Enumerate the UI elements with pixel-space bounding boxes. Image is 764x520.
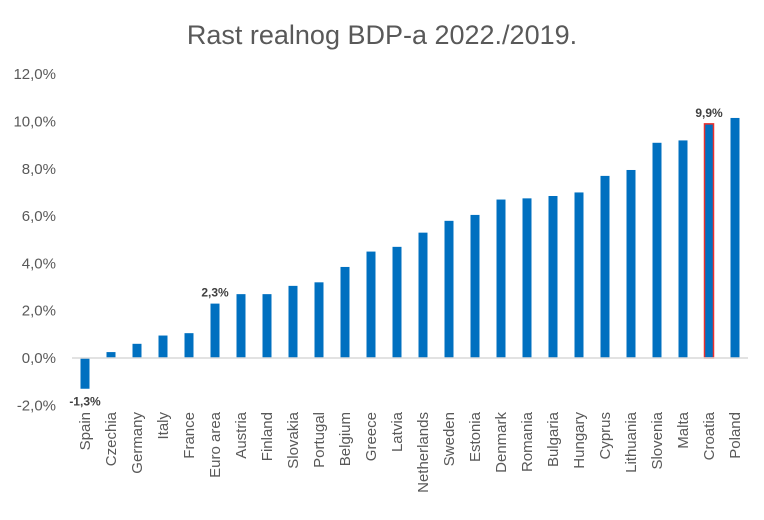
x-tick-label: Finland (259, 412, 276, 461)
x-tick-label: Portugal (311, 412, 328, 468)
y-axis: -2,0% 0,0% 2,0% 4,0% 6,0% 8,0% 10,0% 12,0% (13, 66, 56, 414)
bar-austria (236, 294, 246, 358)
bar-estonia (470, 214, 480, 358)
y-tick-label: 6,0% (22, 208, 56, 225)
data-label: 2,3% (201, 286, 229, 300)
bar-hungary (574, 192, 584, 358)
bar-euro-area (210, 303, 220, 358)
bar-croatia (703, 123, 715, 359)
x-tick-label: Slovakia (285, 411, 302, 468)
x-tick-label: France (181, 412, 198, 459)
bar-czechia (106, 352, 116, 358)
x-tick-label: Germany (129, 412, 146, 474)
x-tick-label: Czechia (103, 411, 120, 466)
x-tick-label: Slovenia (649, 411, 666, 469)
bar-spain (80, 358, 90, 389)
x-tick-label: Netherlands (415, 412, 432, 493)
x-tick-label: Croatia (701, 411, 718, 460)
bar-france (184, 333, 194, 358)
x-tick-label: Hungary (571, 412, 588, 469)
bar-slovakia (288, 285, 298, 358)
bar-lithuania (626, 169, 636, 358)
x-tick-label: Belgium (337, 412, 354, 466)
x-tick-label: Poland (727, 412, 744, 459)
x-tick-label: Malta (675, 411, 692, 448)
y-tick-label: 0,0% (22, 350, 56, 367)
bar-sweden (444, 220, 454, 358)
x-tick-label: Denmark (493, 412, 510, 473)
x-tick-label: Bulgaria (545, 411, 562, 467)
chart-title: Rast realnog BDP-a 2022./2019. (187, 20, 577, 50)
bar-latvia (392, 246, 402, 358)
x-tick-label: Estonia (467, 411, 484, 462)
bar-netherlands (418, 232, 428, 358)
bar-denmark (496, 199, 506, 358)
bars (80, 117, 740, 389)
bar-cyprus (600, 175, 610, 358)
y-tick-label: 2,0% (22, 303, 56, 320)
bar-slovenia (652, 142, 662, 358)
bar-malta (678, 140, 688, 358)
bar-greece (366, 251, 376, 358)
y-tick-label: 12,0% (13, 66, 56, 83)
bar-belgium (340, 266, 350, 358)
bar-germany (132, 343, 142, 358)
y-tick-label: 10,0% (13, 114, 56, 131)
x-tick-label: Latvia (389, 411, 406, 452)
bar-italy (158, 335, 168, 358)
bar-bulgaria (548, 195, 558, 358)
x-tick-label: Lithuania (623, 411, 640, 473)
x-tick-label: Italy (155, 412, 172, 440)
x-tick-label: Euro area (207, 411, 224, 478)
y-tick-label: -2,0% (17, 397, 56, 414)
data-labels: -1,3% 2,3% 9,9% (69, 106, 723, 409)
x-axis: Spain Czechia Germany Italy France Euro area A… (77, 411, 744, 493)
bar-poland (730, 117, 740, 358)
bar-finland (262, 294, 272, 358)
bar-romania (522, 198, 532, 358)
x-tick-label: Cyprus (597, 412, 614, 460)
x-tick-label: Spain (77, 412, 94, 450)
bar-portugal (314, 282, 324, 358)
x-tick-label: Greece (363, 412, 380, 461)
data-label: 9,9% (695, 106, 723, 120)
x-tick-label: Romania (519, 411, 536, 472)
y-tick-label: 4,0% (22, 255, 56, 272)
x-tick-label: Austria (233, 411, 250, 458)
data-label: -1,3% (69, 395, 101, 409)
y-tick-label: 8,0% (22, 161, 56, 178)
x-tick-label: Sweden (441, 412, 458, 466)
